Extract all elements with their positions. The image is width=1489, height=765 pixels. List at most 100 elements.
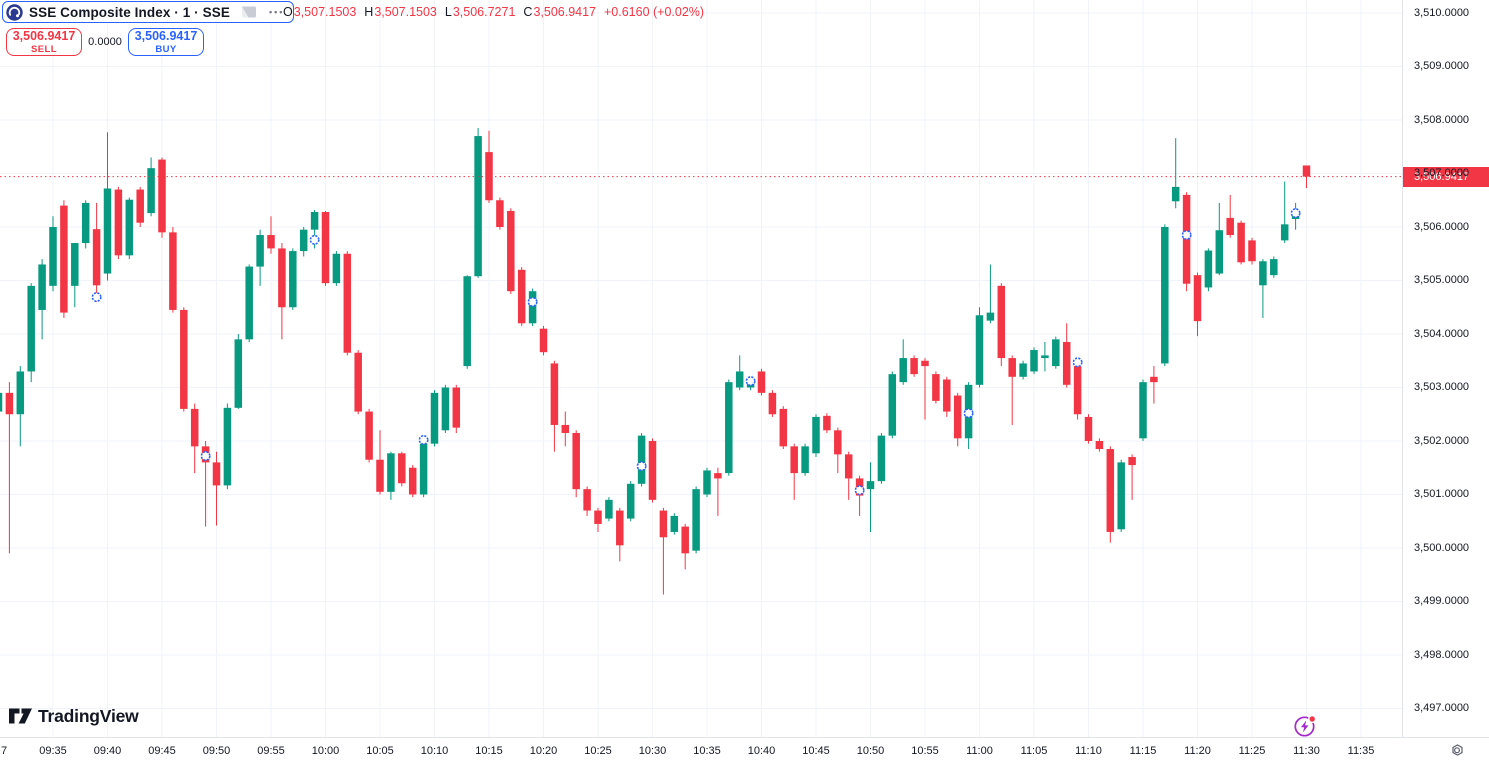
price-tick-label: 3,498.0000 <box>1414 648 1470 661</box>
candle <box>125 197 134 260</box>
spread-value: 0.0000 <box>88 36 122 48</box>
sell-button[interactable]: 3,506.9417 SELL <box>6 28 82 56</box>
candle <box>616 507 624 562</box>
candle <box>1139 379 1147 441</box>
candle <box>953 392 962 447</box>
candle <box>1062 323 1071 388</box>
candle <box>376 430 384 495</box>
candle <box>528 288 537 326</box>
candle <box>823 413 831 433</box>
buy-button[interactable]: 3,506.9417 BUY <box>128 28 204 56</box>
flag-icon[interactable] <box>240 5 257 19</box>
price-tick-label: 3,509.0000 <box>1414 60 1470 72</box>
candle <box>27 283 35 383</box>
time-tick-label: 10:15 <box>475 745 503 757</box>
candle <box>365 408 373 463</box>
candle <box>71 243 79 308</box>
high-key: H <box>364 5 374 19</box>
time-tick-label: 11:30 <box>1293 745 1320 757</box>
candle <box>1052 336 1060 369</box>
candle <box>1106 446 1115 543</box>
chart-canvas[interactable] <box>0 0 1402 737</box>
time-tick-label: 11:10 <box>1075 745 1102 757</box>
candle <box>975 307 984 388</box>
time-tick-label: 10:10 <box>420 745 449 757</box>
tradingview-mark-icon <box>9 708 32 724</box>
candle <box>147 157 155 217</box>
price-tick-label: 3,500.0000 <box>1414 541 1470 554</box>
candle <box>888 371 897 439</box>
price-tick-label: 3,506.0000 <box>1414 220 1470 233</box>
trade-marker-icon <box>1290 208 1301 219</box>
candle <box>441 384 450 433</box>
candle <box>1073 363 1082 420</box>
trade-marker-icon <box>636 461 647 472</box>
candle <box>0 392 3 412</box>
time-tick-label: 10:40 <box>747 745 776 757</box>
candle <box>1008 355 1016 425</box>
candle <box>1193 272 1202 337</box>
candle <box>1030 347 1038 375</box>
candle <box>92 202 101 302</box>
buy-label: BUY <box>155 44 177 55</box>
trade-marker-icon <box>1072 357 1083 368</box>
candle <box>1041 342 1049 372</box>
candle <box>757 368 766 396</box>
price-tick-label: 3,501.0000 <box>1414 488 1470 500</box>
candle <box>507 208 515 294</box>
candle <box>1182 192 1191 292</box>
sell-label: SELL <box>31 44 57 55</box>
axis-settings-gear-icon[interactable] <box>1448 742 1466 760</box>
candle <box>812 414 820 458</box>
candle <box>561 411 570 447</box>
candlestick-chart[interactable] <box>0 0 1402 737</box>
candle <box>1128 454 1136 500</box>
day-start-label: 7 <box>1 745 8 757</box>
price-tick-label: 3,510.0000 <box>1414 6 1470 19</box>
candle <box>212 451 221 526</box>
candle <box>986 264 995 324</box>
candle <box>387 451 395 500</box>
candle <box>626 481 635 522</box>
candle <box>801 443 809 476</box>
candle <box>343 251 352 356</box>
time-axis[interactable]: 7 09:35 09:40 09:45 09:50 09:55 10:00 10:05 10:… <box>0 737 1489 764</box>
candle <box>136 186 144 227</box>
candle <box>16 366 25 447</box>
candle <box>844 451 853 500</box>
time-tick-label: 11:05 <box>1020 745 1048 757</box>
price-axis[interactable]: 3,506.9417 3,510.0000 3,509.0000 3,508.000… <box>1402 0 1489 737</box>
open-key: O <box>283 5 293 19</box>
candle <box>354 350 362 415</box>
candle <box>659 507 668 595</box>
candle <box>245 264 253 343</box>
ohlc-readout: O 3,507.1503 H 3,507.1503 L 3,506.7271 C 3,5… <box>283 5 704 19</box>
candle <box>899 339 907 385</box>
candle <box>81 200 90 249</box>
more-options-icon[interactable]: ••• <box>268 7 285 17</box>
trade-marker-icon <box>527 296 538 307</box>
candle <box>877 432 886 484</box>
candle <box>419 435 428 498</box>
candle <box>1280 181 1289 244</box>
time-tick-label: 11:35 <box>1347 745 1375 757</box>
time-tick-label: 09:35 <box>39 745 67 757</box>
symbol-pill[interactable]: SSE Composite Index · 1 · SSE ••• <box>2 1 295 23</box>
time-tick-label: 10:35 <box>693 745 721 757</box>
tradingview-logo[interactable]: TradingView <box>8 705 139 727</box>
candle <box>256 229 264 286</box>
price-tick-label: 3,507.0000 <box>1414 167 1470 179</box>
candle <box>278 243 286 340</box>
candle <box>855 475 864 516</box>
price-tick-label: 3,505.0000 <box>1414 274 1470 286</box>
flash-icon[interactable] <box>1292 713 1318 739</box>
candle <box>637 432 646 487</box>
symbol-title: SSE Composite Index · 1 · SSE <box>29 4 230 20</box>
candle <box>158 157 166 238</box>
high-value: 3,507.1503 <box>374 5 437 19</box>
candle <box>866 462 875 532</box>
candle <box>594 507 602 532</box>
candle <box>1248 237 1256 265</box>
trade-marker-icon <box>1181 230 1192 241</box>
candle <box>605 497 613 522</box>
